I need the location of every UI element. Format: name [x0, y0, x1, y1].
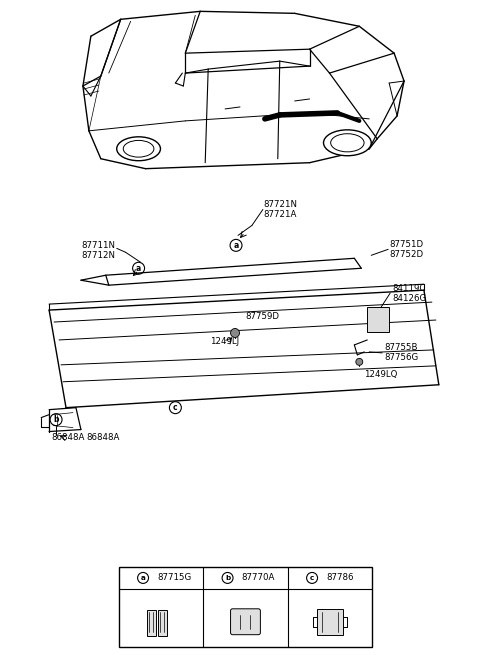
Text: c: c	[173, 403, 178, 412]
Text: 87721N: 87721N	[264, 200, 298, 209]
Text: b: b	[53, 415, 59, 424]
Text: 86848A: 86848A	[51, 433, 84, 442]
Ellipse shape	[324, 130, 371, 156]
Text: 87712N: 87712N	[82, 251, 116, 260]
Text: 87755B: 87755B	[384, 343, 418, 352]
Text: 87721A: 87721A	[264, 210, 297, 219]
Circle shape	[230, 329, 240, 337]
Text: 87786: 87786	[326, 573, 353, 582]
Text: 87711N: 87711N	[82, 241, 116, 250]
Text: a: a	[141, 575, 145, 581]
FancyBboxPatch shape	[317, 608, 343, 635]
Text: a: a	[233, 241, 239, 250]
Text: 87770A: 87770A	[241, 573, 275, 582]
Text: 87756G: 87756G	[384, 353, 419, 362]
Text: 87715G: 87715G	[157, 573, 191, 582]
Text: 87751D: 87751D	[389, 240, 423, 249]
Text: c: c	[310, 575, 314, 581]
Text: 84126G: 84126G	[392, 293, 426, 303]
Text: 1249LQ: 1249LQ	[364, 370, 397, 379]
FancyBboxPatch shape	[147, 610, 156, 636]
FancyBboxPatch shape	[230, 608, 260, 635]
Text: 86848A: 86848A	[86, 433, 119, 442]
Text: 1249LJ: 1249LJ	[210, 337, 240, 346]
Text: 87752D: 87752D	[389, 250, 423, 259]
Circle shape	[356, 358, 363, 365]
Text: 87759D: 87759D	[245, 312, 279, 320]
Text: 84119C: 84119C	[392, 284, 425, 293]
Ellipse shape	[117, 137, 160, 160]
Text: a: a	[136, 264, 141, 272]
Text: b: b	[225, 575, 230, 581]
FancyBboxPatch shape	[158, 610, 167, 636]
FancyBboxPatch shape	[367, 307, 389, 332]
